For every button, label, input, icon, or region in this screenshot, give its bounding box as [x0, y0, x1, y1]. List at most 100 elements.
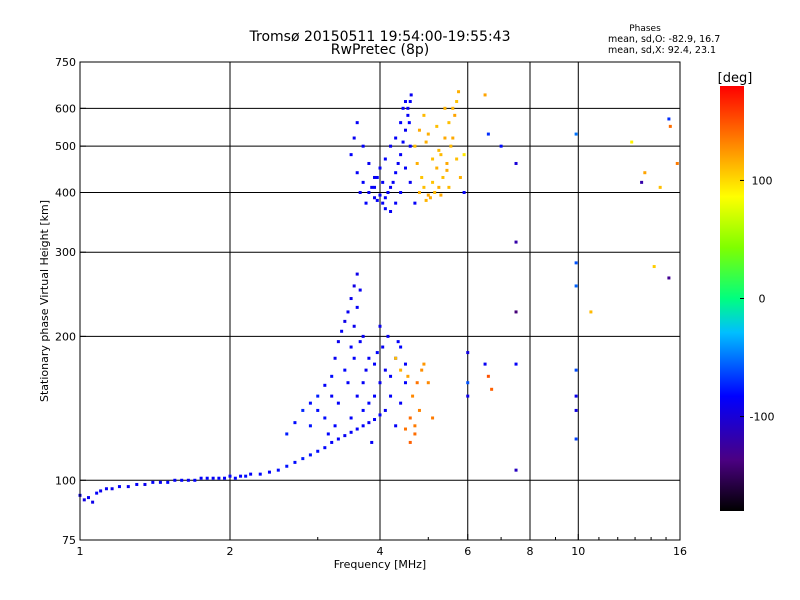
colorbar-ticks: 100 0 -100: [740, 174, 775, 424]
o-mode-point: [386, 334, 390, 338]
o-mode-point: [91, 500, 95, 504]
o-mode-point: [394, 171, 398, 175]
o-mode-point: [574, 261, 578, 265]
y-tick-label: 750: [55, 56, 76, 69]
o-mode-point: [358, 340, 362, 344]
x-mode-point: [424, 140, 428, 144]
o-mode-point: [367, 356, 371, 360]
o-mode-point: [373, 418, 377, 422]
o-mode-point: [349, 153, 353, 157]
o-mode-point: [117, 485, 121, 489]
o-mode-point: [95, 491, 99, 495]
x-mode-point: [443, 136, 447, 140]
x-mode-point: [415, 161, 419, 165]
x-mode-point: [426, 193, 430, 197]
x-mode-point: [449, 144, 453, 148]
x-mode-point: [433, 190, 437, 194]
o-mode-point: [574, 284, 578, 288]
o-mode-point: [394, 136, 398, 140]
x-mode-point: [441, 175, 445, 179]
o-mode-point: [151, 480, 155, 484]
o-mode-point: [308, 424, 312, 428]
o-mode-point: [143, 482, 147, 486]
y-tick-label: 400: [55, 186, 76, 199]
o-mode-point: [361, 408, 365, 412]
o-mode-point: [158, 480, 162, 484]
o-mode-point: [267, 470, 271, 474]
colorbar-tick-label: -100: [750, 411, 775, 424]
o-mode-point: [399, 345, 403, 349]
x-mode-point: [589, 310, 593, 314]
o-mode-point: [413, 201, 417, 205]
o-mode-point: [399, 153, 403, 157]
x-mode-point: [630, 140, 634, 144]
o-mode-point: [301, 457, 305, 461]
o-mode-point: [409, 93, 413, 97]
o-mode-point: [358, 190, 362, 194]
x-mode-point: [426, 132, 430, 136]
x-mode-point: [394, 356, 398, 360]
x-tick-label: 4: [377, 545, 384, 558]
o-mode-point: [375, 175, 379, 179]
o-mode-point: [355, 394, 359, 398]
o-mode-point: [330, 440, 334, 444]
o-mode-point: [285, 432, 289, 436]
o-mode-point: [389, 210, 393, 214]
o-mode-point: [308, 453, 312, 457]
o-mode-point: [399, 121, 403, 125]
y-tick-label: 300: [55, 246, 76, 259]
x-mode-point: [445, 168, 449, 172]
o-mode-point: [326, 432, 330, 436]
o-mode-point: [233, 476, 237, 480]
y-tick-label: 500: [55, 140, 76, 153]
o-mode-point: [343, 368, 347, 372]
o-mode-point: [333, 356, 337, 360]
x-mode-point: [413, 424, 417, 428]
o-mode-point: [389, 374, 393, 378]
o-mode-point: [180, 478, 184, 482]
o-mode-point: [383, 368, 387, 372]
y-tick-label: 100: [55, 474, 76, 487]
o-mode-point: [349, 345, 353, 349]
chart-title: Tromsø 20150511 19:54:00-19:55:43: [249, 29, 511, 45]
o-mode-point: [375, 351, 379, 355]
o-mode-point: [396, 161, 400, 165]
colorbar-label: [deg]: [718, 71, 753, 86]
o-mode-point: [340, 329, 344, 333]
x-mode-point: [420, 175, 424, 179]
x-mode-point: [652, 265, 656, 269]
o-mode-point: [355, 121, 359, 125]
o-mode-point: [574, 132, 578, 136]
data-points: [78, 90, 679, 504]
o-mode-point: [389, 144, 393, 148]
o-mode-point: [355, 305, 359, 309]
x-tick-label: 8: [527, 545, 534, 558]
o-mode-point: [285, 464, 289, 468]
x-mode-point: [486, 374, 490, 378]
x-mode-point: [675, 161, 679, 165]
o-mode-point: [349, 416, 353, 420]
o-mode-point: [333, 424, 337, 428]
o-mode-point: [166, 480, 170, 484]
o-mode-point: [336, 437, 340, 441]
o-mode-point: [343, 319, 347, 323]
x-mode-point: [439, 193, 443, 197]
o-mode-point: [352, 136, 356, 140]
o-mode-point: [378, 193, 382, 197]
o-mode-point: [193, 478, 197, 482]
o-mode-point: [186, 478, 190, 482]
x-mode-point: [451, 106, 455, 110]
o-mode-point: [378, 166, 382, 170]
o-mode-point: [211, 476, 215, 480]
o-mode-point: [574, 437, 578, 441]
o-mode-point: [396, 340, 400, 344]
o-mode-point: [406, 113, 410, 117]
stats-line-x: mean, sd,X: 92.4, 23.1: [608, 45, 716, 56]
o-mode-point: [574, 408, 578, 412]
x-mode-point: [422, 362, 426, 366]
colorbar-tick-label: 100: [752, 174, 773, 187]
o-mode-point: [483, 362, 487, 366]
x-mode-point: [431, 180, 435, 184]
x-mode-point: [462, 153, 466, 157]
o-mode-point: [574, 394, 578, 398]
